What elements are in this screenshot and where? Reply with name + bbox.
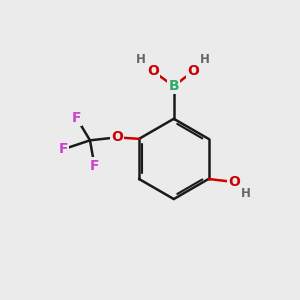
Text: O: O — [111, 130, 123, 144]
Text: O: O — [147, 64, 159, 78]
Text: O: O — [187, 64, 199, 78]
Text: F: F — [58, 142, 68, 156]
Text: B: B — [169, 79, 179, 93]
Text: F: F — [72, 111, 81, 125]
Text: H: H — [200, 53, 210, 66]
Text: F: F — [90, 159, 99, 172]
Text: H: H — [136, 53, 146, 66]
Text: O: O — [228, 175, 240, 189]
Text: H: H — [241, 187, 251, 200]
